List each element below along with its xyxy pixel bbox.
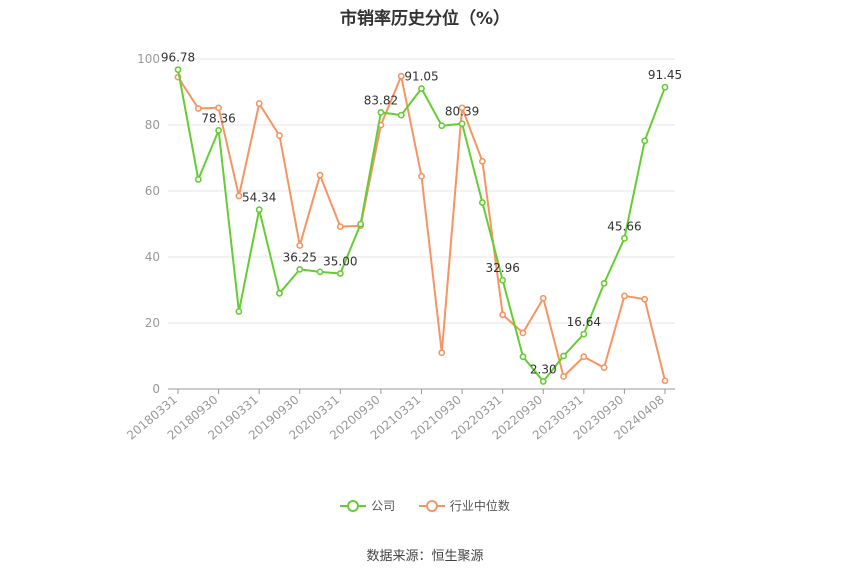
data-point bbox=[377, 108, 385, 116]
data-point bbox=[276, 289, 283, 297]
data-point bbox=[580, 353, 588, 361]
data-point bbox=[499, 276, 507, 284]
data-label: 91.45 bbox=[648, 68, 682, 82]
data-point bbox=[276, 132, 283, 139]
data-label: 45.66 bbox=[607, 219, 641, 233]
legend-swatch-company bbox=[340, 499, 367, 513]
data-point bbox=[621, 234, 628, 242]
y-tick-label: 20 bbox=[145, 316, 160, 330]
y-tick-label: 60 bbox=[145, 184, 160, 198]
data-point bbox=[539, 294, 547, 302]
data-point bbox=[397, 72, 405, 80]
data-point bbox=[235, 308, 243, 315]
data-label: 2.30 bbox=[530, 362, 557, 376]
legend-item-company[interactable]: 公司 bbox=[340, 497, 395, 514]
data-point bbox=[336, 270, 344, 277]
data-label: 54.34 bbox=[242, 191, 276, 205]
data-point bbox=[499, 311, 507, 319]
data-label: 16.64 bbox=[567, 315, 601, 329]
data-point bbox=[418, 172, 425, 180]
series-line bbox=[177, 69, 666, 383]
legend-item-industry[interactable]: 行业中位数 bbox=[418, 497, 510, 514]
data-point bbox=[539, 378, 547, 385]
chart-title: 市销率历史分位（%） bbox=[339, 9, 511, 29]
y-tick-label: 100 bbox=[137, 52, 160, 66]
data-point bbox=[235, 192, 243, 200]
data-point bbox=[316, 268, 324, 276]
data-point bbox=[397, 111, 405, 119]
data-label: 96.78 bbox=[161, 51, 195, 65]
data-point bbox=[621, 292, 628, 300]
data-point bbox=[296, 242, 304, 249]
data-point bbox=[478, 199, 486, 206]
data-point bbox=[560, 352, 567, 360]
y-tick-label: 40 bbox=[145, 250, 160, 264]
data-label: 36.25 bbox=[283, 250, 317, 264]
data-point bbox=[215, 104, 222, 112]
series-line bbox=[177, 75, 666, 382]
data-point bbox=[194, 105, 202, 112]
data-point bbox=[580, 330, 588, 338]
data-point bbox=[174, 66, 182, 74]
data-point bbox=[296, 265, 304, 273]
data-point bbox=[641, 137, 649, 145]
data-source: 数据来源：恒生聚源 bbox=[366, 549, 484, 564]
data-point bbox=[661, 83, 669, 91]
series-industry bbox=[174, 72, 669, 385]
data-point bbox=[255, 100, 263, 107]
data-label: 91.05 bbox=[404, 70, 438, 84]
data-point bbox=[316, 171, 324, 179]
data-point bbox=[336, 223, 344, 231]
data-point bbox=[661, 377, 669, 385]
data-point bbox=[560, 373, 567, 380]
legend-label-company: 公司 bbox=[371, 499, 396, 513]
data-point bbox=[600, 364, 608, 371]
data-point bbox=[519, 329, 527, 337]
data-point bbox=[600, 279, 608, 287]
data-label: 78.36 bbox=[201, 111, 235, 125]
data-label: 83.82 bbox=[364, 93, 398, 107]
line-chart: 0204060801002018033120180930201903312019… bbox=[124, 51, 682, 443]
legend-label-industry: 行业中位数 bbox=[449, 499, 510, 513]
data-point bbox=[438, 349, 446, 357]
data-point bbox=[255, 206, 263, 214]
data-point bbox=[641, 295, 649, 303]
data-point bbox=[418, 85, 425, 92]
series-company bbox=[174, 66, 669, 385]
data-label: 80.39 bbox=[445, 105, 479, 119]
data-label: 32.96 bbox=[485, 261, 519, 275]
data-label: 35.00 bbox=[323, 255, 357, 269]
y-tick-label: 0 bbox=[152, 382, 160, 396]
data-point bbox=[357, 220, 365, 228]
data-point bbox=[194, 176, 202, 183]
y-tick-label: 80 bbox=[145, 118, 160, 132]
data-point bbox=[215, 127, 222, 134]
data-point bbox=[438, 122, 446, 130]
data-point bbox=[478, 157, 486, 165]
data-point bbox=[458, 104, 466, 112]
data-point bbox=[519, 353, 527, 361]
data-point bbox=[458, 120, 466, 128]
legend: 公司 行业中位数 bbox=[0, 497, 850, 516]
legend-swatch-industry bbox=[418, 499, 445, 513]
